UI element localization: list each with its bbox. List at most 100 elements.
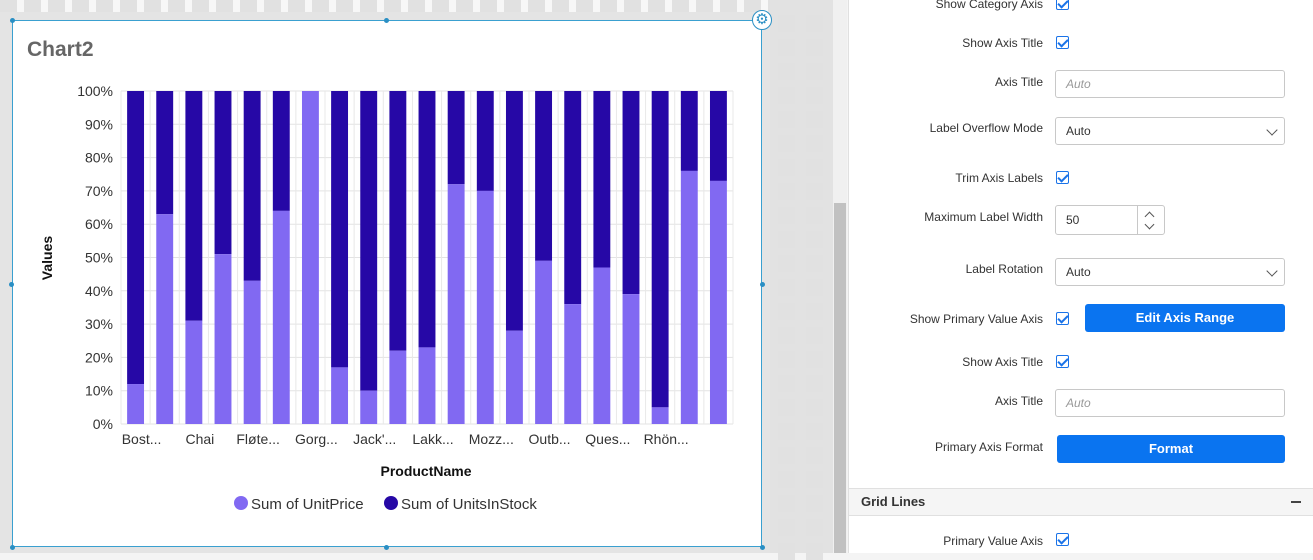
bar-unitsinstock: [214, 91, 232, 255]
canvas-grid-cell: [778, 15, 795, 32]
bar-unitsinstock: [564, 91, 582, 305]
bar-unitprice: [418, 347, 436, 424]
canvas-grid-cell: [778, 543, 795, 560]
resize-handle-ml[interactable]: [9, 282, 14, 287]
canvas-grid-cell: [806, 495, 823, 512]
y-tick-label: 100%: [77, 83, 113, 99]
resize-handle-bl[interactable]: [10, 545, 15, 550]
y-tick-label: 20%: [85, 349, 113, 365]
bar-unitsinstock: [389, 91, 407, 351]
bar-unitsinstock: [709, 91, 727, 181]
design-canvas: ⚙ Chart2 100% 90% 80% 70% 60% 50% 40% 30% 20% 10%…: [0, 0, 833, 560]
y-tick-label: 0%: [93, 416, 113, 432]
trim-axis-labels-label: Trim Axis Labels: [955, 171, 1043, 185]
canvas-grid-cell: [778, 351, 795, 368]
bar-unitprice: [447, 184, 465, 424]
legend-marker-unitsinstock: [384, 496, 398, 510]
bar-unitprice: [331, 367, 349, 424]
canvas-grid-cell: [778, 231, 795, 248]
label-overflow-mode-dropdown[interactable]: Auto: [1055, 117, 1285, 145]
show-axis-title-2-label: Show Axis Title: [962, 355, 1043, 369]
axis-title-2-input[interactable]: Auto: [1055, 389, 1285, 417]
chevron-down-icon[interactable]: [1144, 219, 1155, 230]
x-tick-label: Rhön...: [644, 431, 689, 447]
bar-unitprice: [709, 180, 727, 424]
canvas-grid-cell: [778, 399, 795, 416]
x-tick-label: Mozz...: [469, 431, 514, 447]
x-tick-label: Gorg...: [295, 431, 338, 447]
x-tick-label: Outb...: [529, 431, 571, 447]
maximum-label-width-label: Maximum Label Width: [924, 210, 1043, 224]
x-tick-label: Chai: [185, 431, 214, 447]
maximum-label-width-stepper[interactable]: 50: [1055, 205, 1165, 235]
axis-title-input[interactable]: Auto: [1055, 70, 1285, 98]
canvas-grid-cell: [778, 159, 795, 176]
resize-handle-tl[interactable]: [10, 18, 15, 23]
chart-title: Chart2: [27, 38, 94, 61]
stacked-bar-chart: 100% 90% 80% 70% 60% 50% 40% 30% 20% 10% 0% Bost..…: [39, 83, 734, 513]
resize-handle-br[interactable]: [760, 545, 765, 550]
resize-handle-mr[interactable]: [760, 282, 765, 287]
bar-unitsinstock: [243, 91, 261, 281]
show-axis-title-2-checkbox[interactable]: [1056, 355, 1069, 368]
resize-handle-bc[interactable]: [384, 545, 389, 550]
canvas-grid-cell: [806, 447, 823, 464]
canvas-grid-cell: [806, 471, 823, 488]
show-category-axis-checkbox[interactable]: [1056, 0, 1069, 10]
canvas-grid-cell: [806, 399, 823, 416]
stepper-buttons[interactable]: [1137, 206, 1164, 234]
legend-label-unitsinstock: Sum of UnitsInStock: [401, 496, 537, 513]
canvas-grid-column: [770, 0, 833, 560]
canvas-grid-cell: [806, 327, 823, 344]
edit-axis-range-button[interactable]: Edit Axis Range: [1085, 304, 1285, 332]
bar-unitprice: [564, 304, 582, 424]
x-tick-label: Ques...: [585, 431, 630, 447]
canvas-grid-cell: [806, 255, 823, 272]
canvas-grid-cell: [778, 279, 795, 296]
bar-unitprice: [301, 91, 319, 424]
y-tick-label: 50%: [85, 250, 113, 266]
bar-unitprice: [505, 330, 523, 424]
primary-value-axis-checkbox[interactable]: [1056, 533, 1069, 546]
y-tick-label: 30%: [85, 316, 113, 332]
trim-axis-labels-checkbox[interactable]: [1056, 171, 1069, 184]
legend-marker-unitprice: [234, 496, 248, 510]
show-axis-title-checkbox[interactable]: [1056, 36, 1069, 49]
axis-title-2-label: Axis Title: [994, 394, 1043, 408]
canvas-grid-cell: [778, 375, 795, 392]
scrollbar-thumb[interactable]: [834, 203, 846, 553]
bar-unitsinstock: [185, 91, 203, 321]
canvas-grid-cell: [806, 543, 823, 560]
bar-unitsinstock: [447, 91, 465, 185]
canvas-grid-cell: [778, 39, 795, 56]
bar-unitprice: [272, 210, 290, 424]
canvas-grid-cell: [778, 447, 795, 464]
bar-unitsinstock: [272, 91, 290, 211]
bar-unitprice: [680, 170, 698, 424]
bar-unitsinstock: [418, 91, 436, 348]
canvas-grid-cell: [806, 375, 823, 392]
x-axis-title: ProductName: [380, 463, 471, 479]
bar-unitsinstock: [127, 91, 145, 385]
bar-unitprice: [535, 260, 553, 424]
grid-lines-section-header[interactable]: Grid Lines: [849, 488, 1313, 516]
canvas-grid-cell: [806, 135, 823, 152]
settings-gear-icon[interactable]: ⚙: [752, 10, 772, 30]
label-rotation-dropdown[interactable]: Auto: [1055, 258, 1285, 286]
canvas-grid-cell: [778, 63, 795, 80]
y-tick-label: 90%: [85, 116, 113, 132]
show-primary-value-axis-label: Show Primary Value Axis: [909, 312, 1043, 326]
format-button[interactable]: Format: [1057, 435, 1285, 463]
show-primary-value-axis-checkbox[interactable]: [1056, 312, 1069, 325]
bar-unitsinstock: [331, 91, 349, 368]
canvas-grid-cell: [806, 87, 823, 104]
collapse-icon[interactable]: [1291, 501, 1301, 503]
x-tick-label: Fløte...: [236, 431, 280, 447]
x-tick-label: Bost...: [122, 431, 162, 447]
bar-unitprice: [127, 384, 145, 424]
canvas-grid-cell: [806, 39, 823, 56]
bar-unitsinstock: [476, 91, 494, 191]
canvas-grid-cell: [806, 63, 823, 80]
resize-handle-tc[interactable]: [384, 18, 389, 23]
label-overflow-mode-value: Auto: [1066, 124, 1091, 138]
